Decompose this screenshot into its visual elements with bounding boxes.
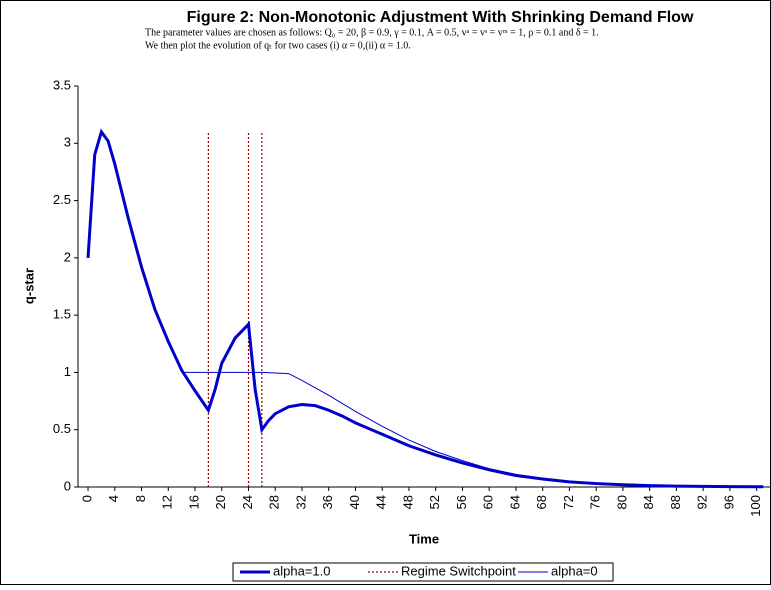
subtitle: The parameter values are chosen as follo… [145, 27, 599, 38]
y-tick-label: 0 [64, 478, 71, 493]
x-tick-label: 48 [400, 495, 415, 509]
x-tick-label: 88 [668, 495, 683, 509]
y-axis-label: q-star [21, 268, 36, 304]
x-tick-label: 24 [240, 495, 255, 509]
x-axis-label: Time [409, 531, 439, 546]
x-tick-label: 36 [320, 495, 335, 509]
x-tick-label: 12 [160, 495, 175, 509]
y-tick-label: 3.5 [53, 77, 71, 92]
x-tick-label: 4 [106, 495, 121, 502]
series-line [181, 371, 764, 488]
legend-label: Regime Switchpoint [401, 563, 516, 578]
legend-label: alpha=0 [551, 563, 598, 578]
x-tick-label: 76 [588, 495, 603, 509]
x-tick-label: 44 [374, 495, 389, 509]
legend-label: alpha=1.0 [273, 563, 330, 578]
x-tick-label: 64 [507, 495, 522, 509]
y-tick-label: 0.5 [53, 421, 71, 436]
y-tick-label: 1.5 [53, 307, 71, 322]
y-tick-label: 2.5 [53, 192, 71, 207]
x-tick-label: 100 [748, 495, 763, 517]
x-tick-label: 60 [481, 495, 496, 509]
chart-title: Figure 2: Non-Monotonic Adjustment With … [187, 9, 694, 26]
x-tick-label: 72 [561, 495, 576, 509]
x-tick-label: 84 [641, 495, 656, 509]
x-tick-label: 68 [534, 495, 549, 509]
x-tick-label: 80 [614, 495, 629, 509]
x-tick-label: 0 [79, 495, 94, 502]
x-tick-label: 40 [347, 495, 362, 509]
x-tick-label: 32 [293, 495, 308, 509]
x-tick-label: 28 [267, 495, 282, 509]
x-tick-label: 20 [213, 495, 228, 509]
x-tick-label: 92 [695, 495, 710, 509]
x-tick-label: 8 [133, 495, 148, 502]
y-tick-label: 2 [64, 249, 71, 264]
legend-box [232, 562, 614, 582]
x-tick-label: 56 [454, 495, 469, 509]
x-tick-label: 16 [186, 495, 201, 509]
x-tick-label: 96 [721, 495, 736, 509]
y-tick-label: 3 [64, 135, 71, 150]
x-tick-label: 52 [427, 495, 442, 509]
y-tick-label: 1 [64, 364, 71, 379]
subtitle: We then plot the evolution of qₜ for two… [145, 40, 411, 51]
